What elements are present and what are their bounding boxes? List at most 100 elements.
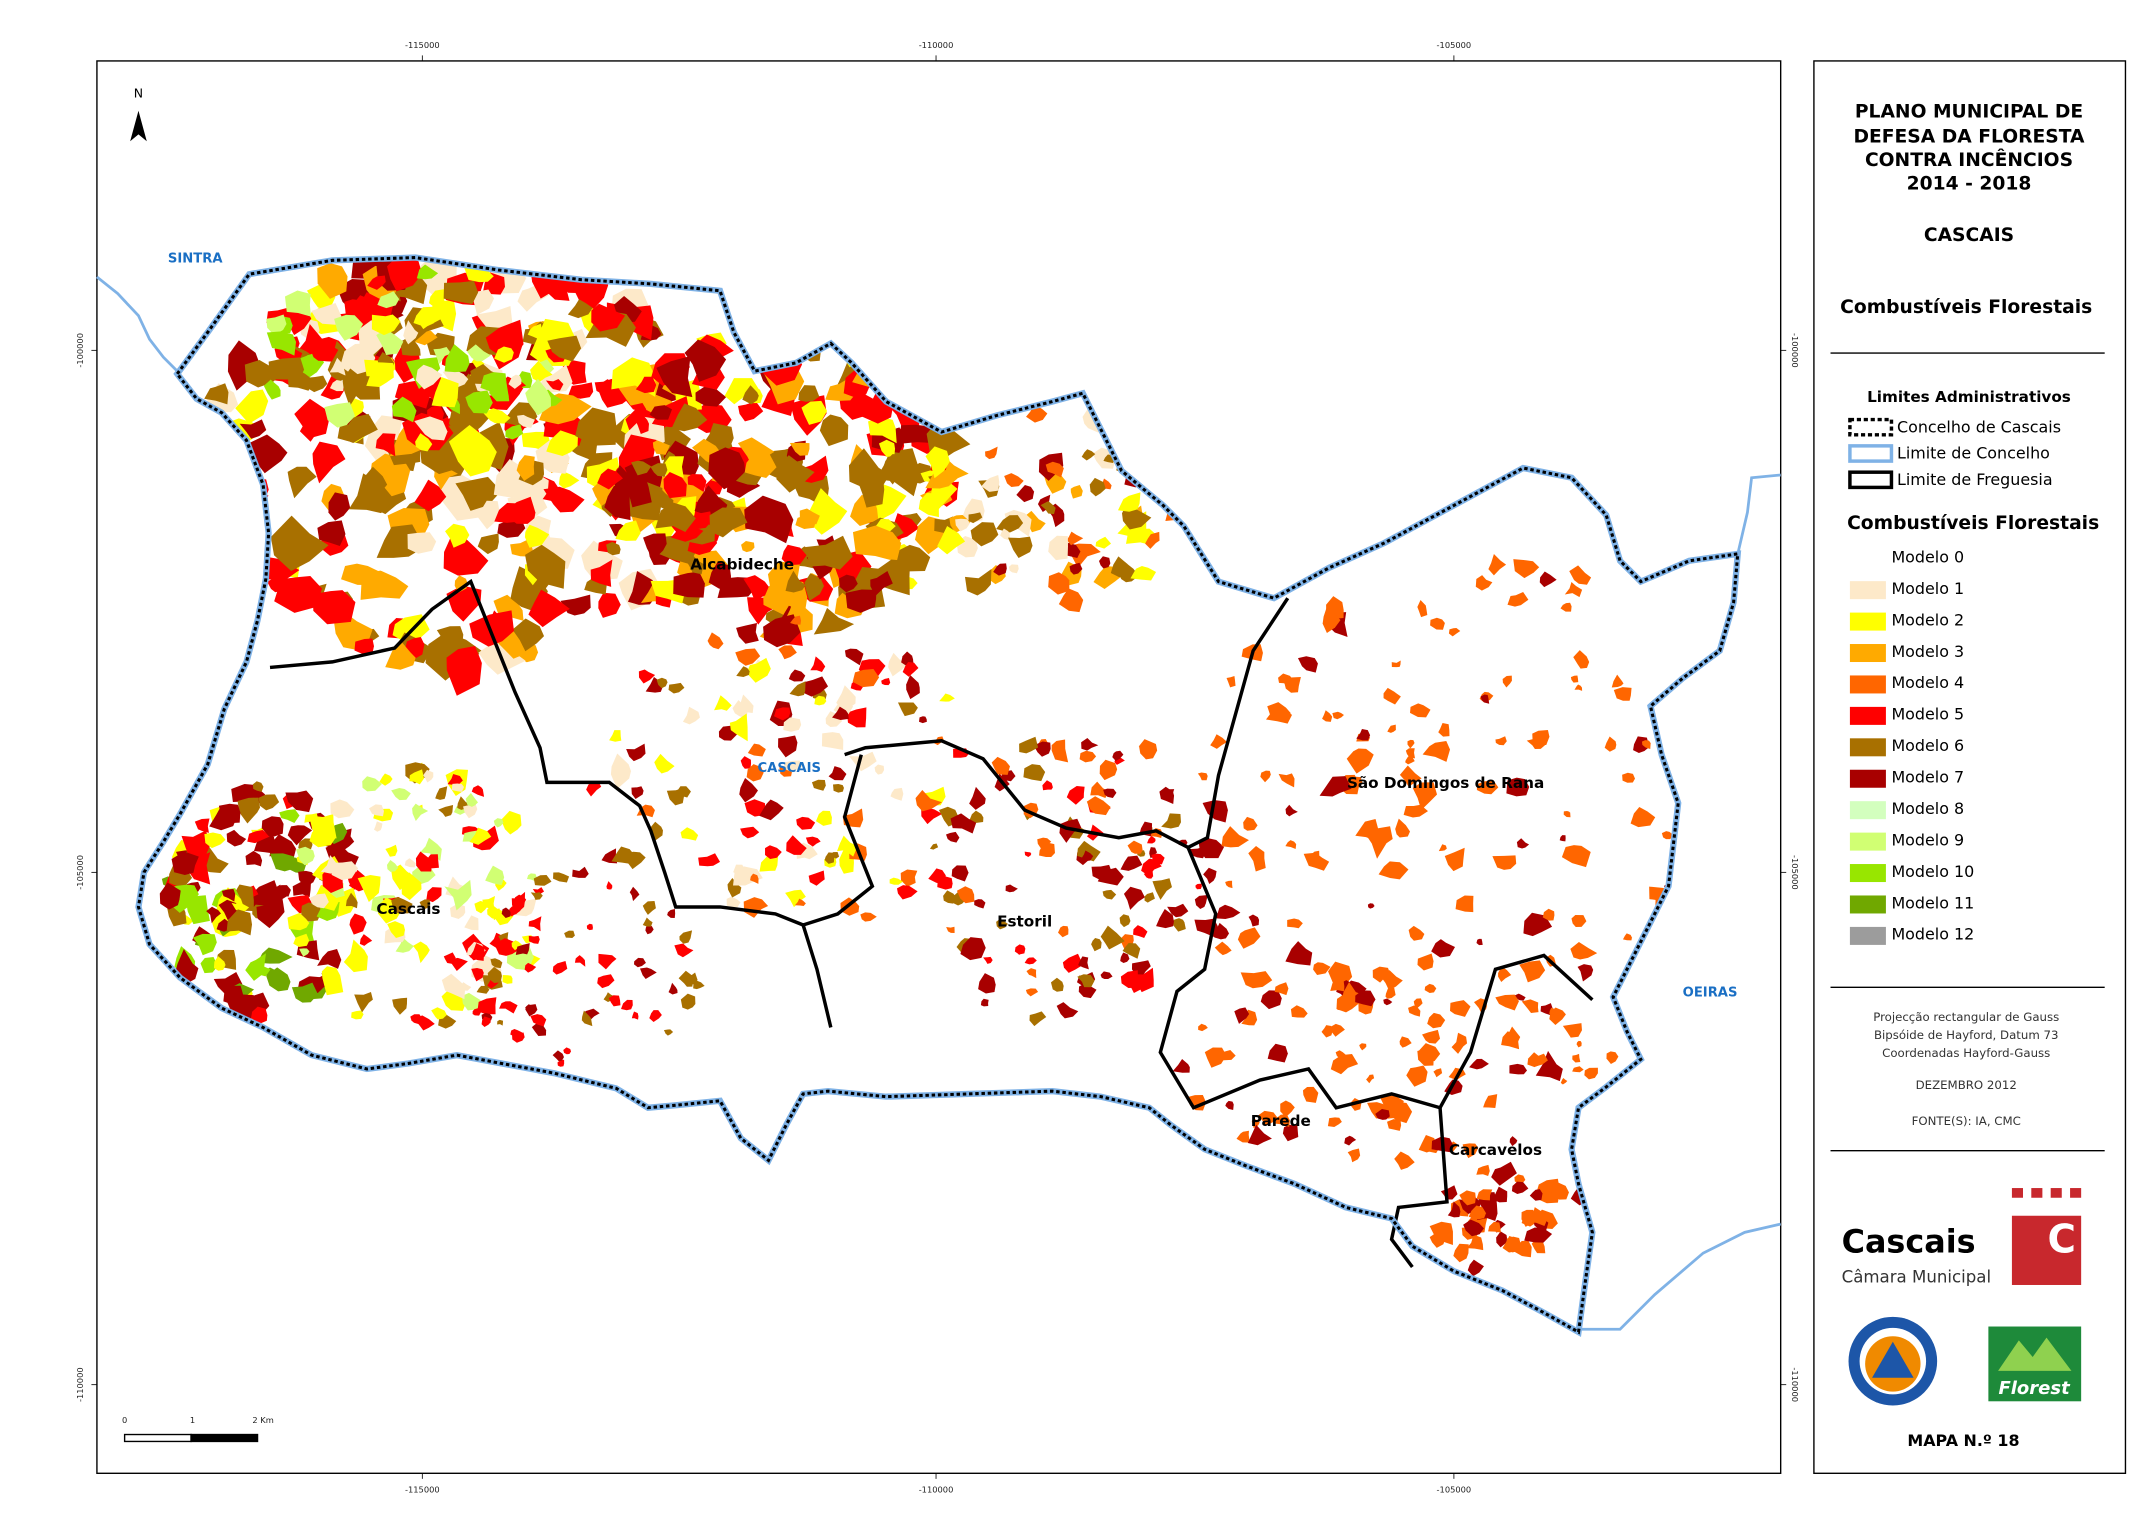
- fuel-patch: [474, 901, 487, 914]
- fuel-patch: [1346, 748, 1374, 774]
- fuel-patch: [560, 594, 591, 616]
- fuel-patch: [285, 790, 314, 813]
- fuel-patch: [1438, 722, 1450, 737]
- coordinate-label: -110000: [919, 40, 954, 50]
- fuel-patches: [159, 257, 1704, 1277]
- fuel-patch: [591, 303, 626, 332]
- fuel-patch: [1372, 966, 1391, 983]
- fuel-patch: [642, 901, 656, 915]
- fuel-patch: [1132, 967, 1154, 993]
- fuel-patch: [1383, 998, 1393, 1006]
- fuel-patch: [1042, 780, 1053, 791]
- fuel-patch: [563, 1047, 572, 1055]
- fuel-patch: [1429, 1221, 1453, 1245]
- fuel-patch: [528, 916, 542, 932]
- fuel-patch: [1026, 968, 1037, 979]
- fuel-patch: [366, 362, 394, 388]
- fuel-patch: [298, 870, 316, 888]
- fuel-patch: [552, 1050, 564, 1062]
- legend-label: Modelo 2: [1891, 610, 1964, 629]
- fuel-patch: [379, 773, 393, 786]
- fuel-patch: [1078, 956, 1089, 970]
- fuel-patch: [1139, 739, 1158, 760]
- neighbor-boundary: [96, 275, 181, 375]
- fuel-patch: [359, 934, 373, 946]
- fuel-patch: [354, 991, 373, 1013]
- fuel-patch: [516, 455, 535, 481]
- fuel-patch: [252, 781, 264, 792]
- fuel-patch: [634, 957, 646, 968]
- municipality-name: CASCAIS: [1924, 225, 2014, 246]
- fuel-patch: [375, 433, 396, 457]
- fuel-patch: [287, 466, 317, 499]
- fuel-patch: [385, 844, 398, 857]
- fuel-patch: [1070, 485, 1083, 499]
- fuel-patch: [465, 390, 493, 414]
- legend-swatch: [1848, 444, 1894, 463]
- fuel-patch: [339, 413, 378, 443]
- fuel-patch: [590, 559, 613, 587]
- fuel-patch: [736, 622, 759, 644]
- fuel-patch: [1412, 782, 1438, 811]
- fuel-patch: [1611, 674, 1624, 688]
- fuel-patch: [1496, 1231, 1508, 1248]
- fuel-patch: [1026, 403, 1048, 423]
- fuel-patch: [737, 437, 775, 467]
- fuel-patch: [654, 753, 675, 774]
- fuel-patch: [1024, 957, 1037, 965]
- fuel-patch: [1079, 750, 1097, 763]
- fuel-patch: [1502, 1235, 1518, 1253]
- fuel-patch: [500, 810, 522, 835]
- fuel-patch: [1359, 1043, 1367, 1051]
- fuel-patch: [951, 865, 969, 882]
- fuel-patch: [342, 368, 375, 407]
- fuel-patch: [639, 967, 657, 979]
- fuel-patch: [371, 314, 401, 336]
- fuel-patch: [1090, 781, 1109, 798]
- fuel-patch: [251, 1006, 268, 1025]
- fuel-patch: [781, 544, 807, 566]
- fuel-patch: [1444, 847, 1465, 872]
- legend-label: Modelo 3: [1891, 642, 1964, 661]
- fuel-patch: [387, 860, 399, 872]
- fuel-patch: [301, 902, 322, 922]
- fuel-patch: [483, 408, 511, 424]
- fuel-patch: [226, 985, 244, 1002]
- fuel-patch: [868, 417, 897, 444]
- fuel-patch: [502, 974, 513, 984]
- fuel-patch: [1506, 777, 1530, 797]
- fuel-patch: [668, 982, 678, 995]
- fuel-patch: [1327, 1117, 1342, 1127]
- fuel-patch: [1480, 694, 1490, 704]
- fuel-patch: [263, 379, 281, 400]
- fuel-patch: [320, 855, 347, 874]
- fuel-patch: [508, 496, 536, 524]
- projection-line: Coordenadas Hayford-Gauss: [1882, 1046, 2050, 1060]
- fuel-patch: [1100, 971, 1113, 979]
- fuel-patch: [1000, 528, 1011, 541]
- fuel-patch: [1243, 816, 1258, 831]
- fuel-patch: [1172, 1059, 1190, 1073]
- fuel-patch: [668, 682, 685, 694]
- fuel-patch: [431, 1007, 447, 1020]
- fuel-patch: [848, 448, 890, 489]
- fuel-patch: [1407, 739, 1415, 749]
- fuel-patch: [925, 446, 950, 479]
- fuel-patch: [991, 756, 1010, 775]
- fuel-patch: [808, 870, 825, 886]
- scale-bar: [123, 1433, 192, 1443]
- fuel-patch: [906, 675, 920, 700]
- fuel-patch: [844, 648, 864, 666]
- fuel-patch: [1303, 852, 1330, 871]
- parish-label: Carcavelos: [1449, 1141, 1542, 1159]
- fuel-patch: [742, 385, 759, 405]
- fuel-patch: [544, 279, 570, 301]
- fuel-patch: [964, 568, 992, 596]
- fuel-patch: [919, 716, 927, 724]
- fuel-patch: [1216, 904, 1241, 920]
- fuel-patch: [759, 799, 784, 821]
- fuel-patch: [1204, 1047, 1227, 1068]
- fuel-patch: [413, 941, 430, 964]
- fuel-patch: [1120, 855, 1143, 871]
- fuel-patch: [385, 639, 416, 670]
